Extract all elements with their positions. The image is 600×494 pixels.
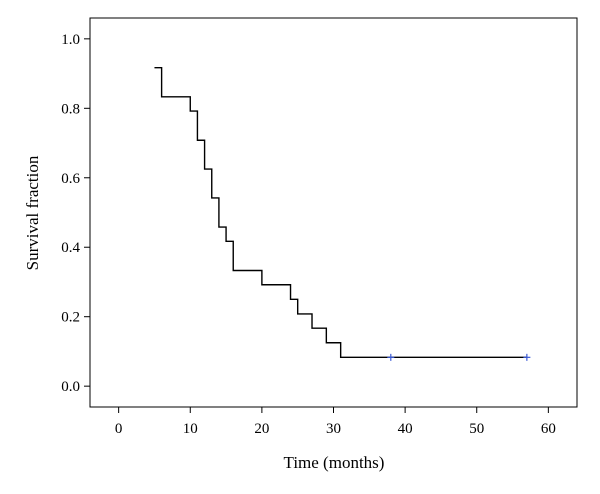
plot-frame — [89, 17, 578, 408]
x-tick-label: 20 — [254, 421, 269, 437]
y-axis: 0.0 0.2 0.4 0.6 0.8 1.0 — [61, 32, 90, 395]
censor-marks — [387, 353, 531, 361]
y-axis-title: Survival fraction — [23, 155, 42, 270]
x-axis-title: Time (months) — [284, 453, 385, 472]
y-tick-label: 0.6 — [61, 171, 80, 187]
survival-curve — [154, 66, 527, 359]
x-tick-label: 40 — [398, 421, 413, 437]
x-tick-label: 30 — [326, 421, 341, 437]
y-tick-label: 0.0 — [61, 379, 80, 395]
x-tick-label: 50 — [469, 421, 484, 437]
censor-mark — [523, 353, 531, 361]
y-tick-label: 0.4 — [61, 240, 80, 256]
x-tick-label: 10 — [183, 421, 198, 437]
x-tick-label: 0 — [115, 421, 123, 437]
y-tick-label: 1.0 — [61, 32, 80, 48]
y-tick-label: 0.8 — [61, 101, 80, 117]
y-tick-label: 0.2 — [61, 310, 80, 326]
censor-mark — [387, 353, 395, 361]
x-axis: 0 10 20 30 40 50 60 — [115, 407, 556, 437]
series-layer — [154, 66, 527, 359]
x-tick-label: 60 — [541, 421, 556, 437]
